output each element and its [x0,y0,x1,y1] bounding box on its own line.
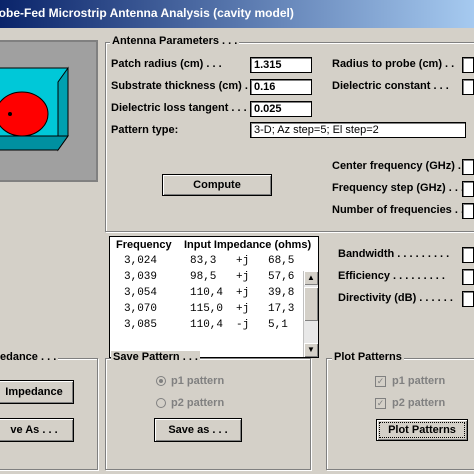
patch-shape [0,91,49,137]
real-part-cell: 115,0 [190,303,224,315]
patch-radius-label: Patch radius (cm) . . . [111,58,222,70]
antenna-preview [0,40,98,182]
save-p2-pattern-label: p2 pattern [171,397,225,409]
radius-to-probe-input[interactable] [462,57,474,73]
plot-patterns-label: Plot Patterns [332,351,404,363]
imaginary-part-cell: 17,3 [268,303,295,315]
frequency-step-input[interactable] [462,181,474,197]
bandwidth-label: Bandwidth . . . . . . . . . [338,248,450,260]
impedance-column-header: Input Impedance (ohms) [184,239,312,251]
title-bar: robe-Fed Microstrip Antenna Analysis (ca… [0,0,474,28]
imaginary-sign-cell: +j [236,303,250,315]
antenna-drawing [0,66,69,152]
save-pattern-button[interactable]: Save as . . . [154,418,242,442]
real-part-cell: 110,4 [190,319,224,331]
real-part-cell: 98,5 [190,271,217,283]
compute-button[interactable]: Compute [162,174,272,196]
imaginary-sign-cell: +j [236,255,250,267]
impedance-button[interactable]: Impedance [0,380,74,404]
frequency-cell: 3,070 [124,303,158,315]
loss-tangent-label: Dielectric loss tangent . . . [111,102,247,114]
number-of-frequencies-label: Number of frequencies . . . [332,204,471,216]
number-of-frequencies-input[interactable] [462,203,474,219]
imaginary-part-cell: 5,1 [268,319,288,331]
real-part-cell: 83,3 [190,255,217,267]
save-pattern-group [105,358,311,470]
frequency-cell: 3,039 [124,271,158,283]
frequency-cell: 3,054 [124,287,158,299]
imaginary-part-cell: 68,5 [268,255,295,267]
plot-p1-checkbox[interactable]: ✓ [375,376,386,387]
impedance-listbox[interactable]: Frequency Input Impedance (ohms) 3,024 83… [109,236,319,358]
impedance-group-label: edance . . . [0,351,59,363]
impedance-group [0,358,98,470]
table-row[interactable]: 3,085 110,4 -j 5,1 [110,319,304,334]
efficiency-label: Efficiency . . . . . . . . . [338,270,445,282]
p1-pattern-radio[interactable] [156,376,166,386]
imaginary-part-cell: 39,8 [268,287,295,299]
scroll-thumb[interactable] [304,287,318,321]
table-row[interactable]: 3,070 115,0 +j 17,3 [110,303,304,318]
scroll-down-arrow-icon[interactable]: ▼ [304,343,318,357]
list-scrollbar[interactable]: ▲ ▼ [303,271,318,357]
real-part-cell: 110,4 [190,287,224,299]
plot-p2-checkbox[interactable]: ✓ [375,398,386,409]
frequency-step-label: Frequency step (GHz) . . . [332,182,465,194]
imaginary-sign-cell: +j [236,287,250,299]
patch-radius-input[interactable]: 1.315 [250,57,312,73]
loss-tangent-input[interactable]: 0.025 [250,101,312,117]
pattern-type-input[interactable]: 3-D; Az step=5; El step=2 [250,122,466,138]
radius-to-probe-label: Radius to probe (cm) . . [332,58,455,70]
antenna-parameters-group [105,42,474,232]
scroll-up-arrow-icon[interactable]: ▲ [304,271,318,285]
impedance-save-as-button[interactable]: ve As . . . [0,418,74,442]
table-row[interactable]: 3,039 98,5 +j 57,6 [110,271,304,286]
directivity-output [462,291,474,307]
imaginary-sign-cell: -j [236,319,250,331]
pattern-type-label: Pattern type: [111,124,179,136]
frequency-cell: 3,085 [124,319,158,331]
plot-patterns-button[interactable]: Plot Patterns [376,419,468,441]
center-frequency-input[interactable] [462,159,474,175]
frequency-column-header: Frequency [116,239,172,251]
substrate-thickness-input[interactable]: 0.16 [250,79,312,95]
save-pattern-label: Save Pattern . . . [111,351,200,363]
dielectric-constant-input[interactable] [462,79,474,95]
substrate-thickness-label: Substrate thickness (cm) . . [111,80,255,92]
directivity-label: Directivity (dB) . . . . . . [338,292,453,304]
plot-p1-pattern-label: p1 pattern [392,375,446,387]
bandwidth-output [462,247,474,263]
save-p1-pattern-label: p1 pattern [171,375,225,387]
table-row[interactable]: 3,024 83,3 +j 68,5 [110,255,304,270]
table-row[interactable]: 3,054 110,4 +j 39,8 [110,287,304,302]
p2-pattern-radio[interactable] [156,398,166,408]
frequency-cell: 3,024 [124,255,158,267]
probe-point [8,112,12,116]
antenna-parameters-label: Antenna Parameters . . . [110,35,240,47]
dielectric-constant-label: Dielectric constant . . . [332,80,449,92]
imaginary-part-cell: 57,6 [268,271,295,283]
efficiency-output [462,269,474,285]
window-title: robe-Fed Microstrip Antenna Analysis (ca… [0,6,294,20]
imaginary-sign-cell: +j [236,271,250,283]
plot-p2-pattern-label: p2 pattern [392,397,446,409]
center-frequency-label: Center frequency (GHz) . . [332,160,468,172]
